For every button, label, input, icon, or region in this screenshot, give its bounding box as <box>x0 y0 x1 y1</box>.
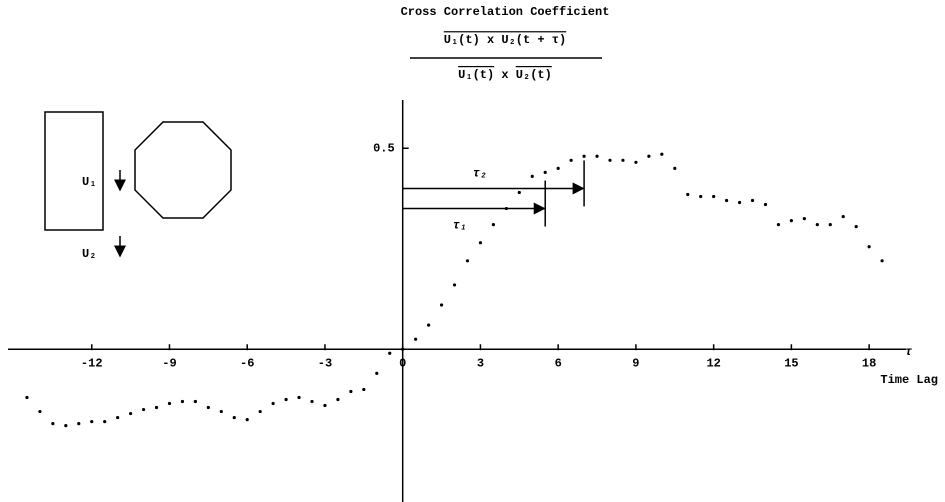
data-point <box>815 223 819 227</box>
x-tick-label: -12 <box>81 356 103 370</box>
data-point <box>336 397 340 402</box>
data-point <box>310 399 314 404</box>
data-point <box>129 411 133 416</box>
data-point <box>582 154 586 158</box>
x-tick-label: 0 <box>399 356 406 370</box>
data-point <box>452 283 457 287</box>
data-point <box>284 397 288 402</box>
formula-denominator: U₁(t) x U₂(t) <box>458 68 552 82</box>
data-point <box>841 214 845 219</box>
data-point <box>64 424 68 428</box>
data-point <box>712 194 716 199</box>
inset-rectangle <box>44 111 104 231</box>
data-point <box>388 351 392 355</box>
data-point <box>763 202 768 207</box>
data-point <box>517 190 521 195</box>
data-point <box>427 323 431 327</box>
data-point <box>51 422 55 426</box>
tau-label: τ₂ <box>473 167 487 181</box>
data-point <box>414 337 418 341</box>
data-point <box>116 415 120 420</box>
data-point <box>375 371 379 375</box>
data-point <box>349 389 353 394</box>
data-point <box>154 405 159 410</box>
data-point <box>90 420 94 424</box>
x-tick-label: -6 <box>240 356 254 370</box>
data-point <box>25 395 29 400</box>
data-point <box>478 241 483 245</box>
x-axis-sublabel: Time Lag <box>880 373 938 387</box>
tau-label: τ₁ <box>453 219 467 233</box>
data-point <box>569 158 573 162</box>
data-point <box>103 420 107 424</box>
data-point <box>750 198 755 203</box>
data-point <box>725 198 729 203</box>
x-axis-label: τ <box>905 345 912 359</box>
data-point <box>206 405 210 410</box>
inset-label: U₁ <box>82 175 96 189</box>
data-point <box>867 245 871 249</box>
x-tick-label: 12 <box>706 356 720 370</box>
data-point <box>167 401 172 406</box>
x-tick-label: 15 <box>784 356 798 370</box>
data-point <box>180 399 185 404</box>
formula-term: U₂(t) <box>516 68 552 82</box>
data-point <box>621 158 625 162</box>
formula-numerator: U₁(t) x U₂(t + τ) <box>444 33 566 47</box>
data-point <box>245 417 249 422</box>
data-point <box>737 200 742 205</box>
data-point <box>193 399 197 404</box>
data-point <box>219 409 223 414</box>
data-point <box>647 154 651 158</box>
formula-operator: x <box>501 68 508 82</box>
data-point <box>556 166 560 170</box>
data-point <box>77 422 81 426</box>
data-point <box>789 219 793 223</box>
data-point <box>880 259 884 263</box>
x-tick-label: -3 <box>318 356 332 370</box>
data-point <box>608 158 612 162</box>
data-point <box>802 216 806 221</box>
data-point <box>323 403 327 408</box>
x-tick-label: 3 <box>477 356 484 370</box>
data-point <box>271 401 275 406</box>
inset-octagon <box>134 121 232 219</box>
data-point <box>776 223 781 227</box>
data-point <box>530 174 534 178</box>
data-point <box>854 225 858 229</box>
x-tick-label: -9 <box>162 356 176 370</box>
x-tick-label: 9 <box>632 356 639 370</box>
data-point <box>232 415 236 420</box>
x-tick-label: 6 <box>555 356 562 370</box>
chart-title: Cross Correlation Coefficient <box>401 5 610 19</box>
data-point <box>258 409 262 414</box>
data-point <box>595 154 599 158</box>
data-point <box>828 223 832 227</box>
data-point <box>634 160 638 164</box>
data-point <box>673 166 677 170</box>
inset-label: U₂ <box>82 247 96 261</box>
formula-term: U₁(t) <box>458 68 494 82</box>
data-point <box>401 347 405 351</box>
data-point <box>297 395 301 400</box>
y-tick-label: 0.5 <box>373 141 395 155</box>
data-point <box>439 303 444 307</box>
data-point <box>141 407 146 412</box>
data-point <box>491 223 495 227</box>
data-point <box>465 259 470 263</box>
x-tick-label: 18 <box>862 356 876 370</box>
data-point <box>543 170 547 174</box>
data-point <box>686 192 690 197</box>
data-point <box>699 194 703 199</box>
data-point <box>38 409 42 414</box>
data-point <box>660 152 664 156</box>
data-point <box>362 387 366 392</box>
